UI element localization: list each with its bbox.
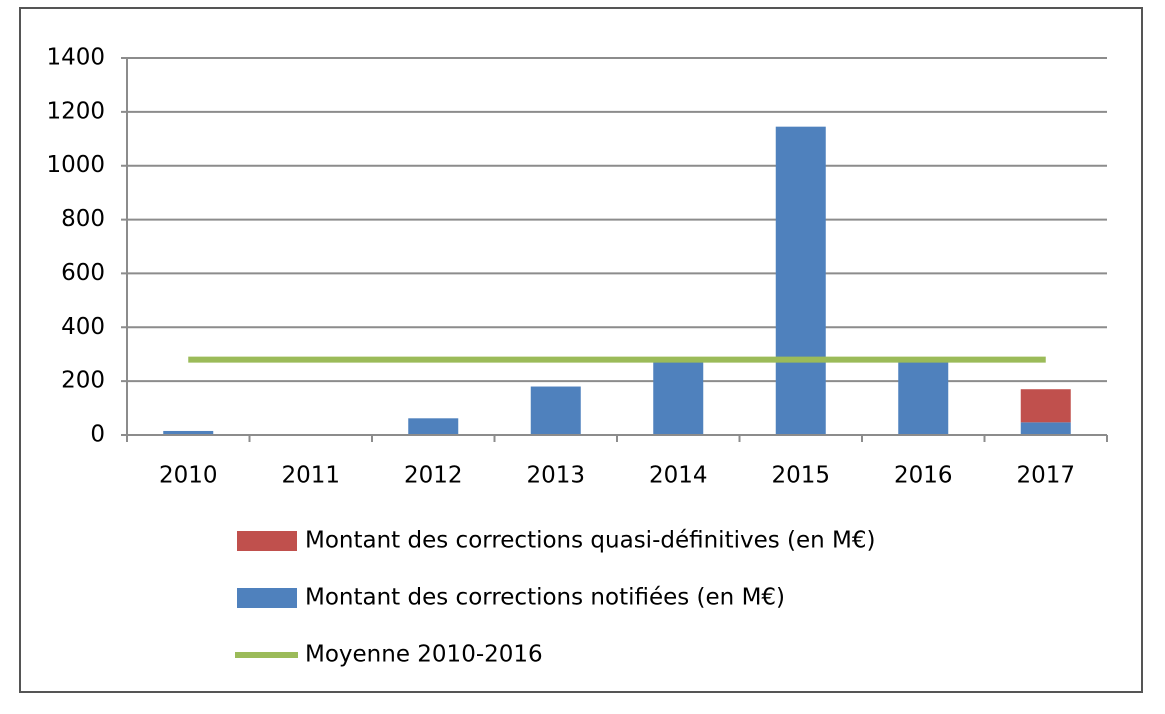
x-tick-label: 2017 bbox=[1016, 463, 1075, 489]
bar bbox=[1020, 389, 1071, 423]
legend-label: Montant des corrections notifiées (en M€… bbox=[305, 585, 785, 611]
bar bbox=[530, 386, 581, 435]
x-tick-label: 2010 bbox=[159, 463, 218, 489]
x-tick-label: 2013 bbox=[526, 463, 585, 489]
y-tick-label: 600 bbox=[61, 260, 105, 286]
y-tick-label: 0 bbox=[90, 422, 105, 448]
bar bbox=[775, 126, 826, 436]
x-tick-label: 2016 bbox=[894, 463, 953, 489]
y-tick-label: 1000 bbox=[46, 152, 105, 178]
bar bbox=[1020, 422, 1071, 435]
x-tick-label: 2015 bbox=[771, 463, 830, 489]
x-tick-label: 2014 bbox=[649, 463, 708, 489]
chart-frame bbox=[19, 7, 1143, 693]
x-tick-label: 2012 bbox=[404, 463, 463, 489]
legend-swatch bbox=[237, 588, 297, 608]
bar bbox=[898, 362, 949, 435]
bar bbox=[163, 430, 214, 435]
legend-label: Moyenne 2010-2016 bbox=[305, 642, 543, 668]
bar bbox=[408, 418, 459, 435]
bar bbox=[653, 362, 704, 435]
legend-label: Montant des corrections quasi-définitive… bbox=[305, 528, 876, 554]
y-tick-label: 400 bbox=[61, 314, 105, 340]
y-tick-label: 800 bbox=[61, 206, 105, 232]
legend-swatch bbox=[237, 531, 297, 551]
y-tick-label: 1200 bbox=[46, 98, 105, 124]
x-tick-label: 2011 bbox=[281, 463, 340, 489]
y-tick-label: 200 bbox=[61, 368, 105, 394]
y-tick-label: 1400 bbox=[46, 45, 105, 71]
